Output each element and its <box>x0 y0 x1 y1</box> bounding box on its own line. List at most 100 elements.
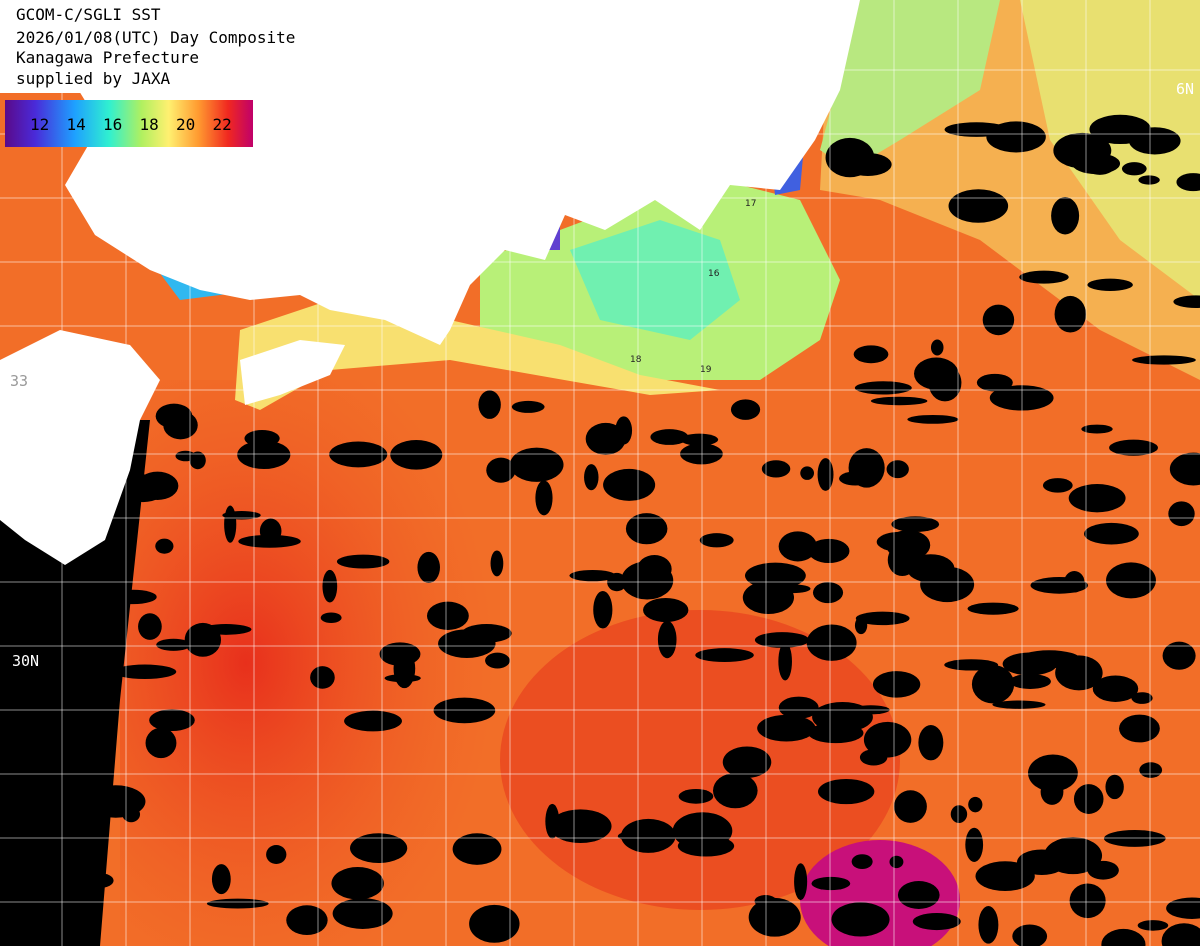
cloud <box>872 671 921 698</box>
cloud <box>206 898 269 909</box>
cloud <box>511 400 545 413</box>
cloud <box>891 516 940 533</box>
contour-labels: 16 17 18 19 <box>630 199 756 375</box>
cloud <box>1051 197 1080 235</box>
cloud <box>712 772 758 809</box>
header-line: 2026/01/08(UTC) Day Composite <box>16 28 295 47</box>
contour-label: 16 <box>708 269 720 279</box>
cloud <box>971 665 1015 704</box>
cloud <box>535 480 553 516</box>
cloud <box>1068 484 1126 513</box>
cloud <box>1169 452 1200 486</box>
cloud <box>992 700 1046 709</box>
cloud <box>854 381 912 395</box>
cloud <box>886 530 931 561</box>
cloud <box>722 746 772 778</box>
cloud <box>907 414 959 424</box>
cloud <box>113 664 177 680</box>
cloud <box>678 788 714 804</box>
cloud <box>680 433 719 446</box>
cloud <box>870 396 928 406</box>
cloud <box>1139 762 1163 778</box>
cloud <box>393 649 416 689</box>
cloud <box>145 727 177 759</box>
cloud-cover <box>0 114 1200 946</box>
header-line: Kanagawa Prefecture <box>16 48 199 67</box>
cloud <box>336 554 390 569</box>
cloud <box>1176 173 1200 192</box>
cloud <box>808 722 864 744</box>
colorbar: 12 14 16 18 20 22 <box>5 100 253 147</box>
cloud <box>1009 673 1051 689</box>
cloud <box>1055 655 1103 691</box>
cloud <box>222 511 261 520</box>
cloud <box>486 457 516 483</box>
cloud <box>808 538 850 564</box>
cloud <box>657 620 677 659</box>
cloud <box>1087 278 1133 291</box>
cloud <box>920 566 975 603</box>
cloud <box>1162 641 1196 670</box>
cloud <box>1137 920 1169 931</box>
cloud <box>1089 114 1151 145</box>
cloud <box>650 429 689 445</box>
cloud <box>1105 774 1124 800</box>
cloud <box>672 812 733 850</box>
cloud <box>818 778 875 805</box>
cloud <box>259 518 282 544</box>
grid-label: 33 <box>10 372 28 390</box>
cloud <box>545 803 560 839</box>
contour-label: 18 <box>630 355 642 365</box>
cloud <box>237 440 291 470</box>
colorbar-label: 20 <box>176 115 195 134</box>
cloud <box>775 584 811 594</box>
cloud <box>617 830 666 843</box>
cloud <box>965 827 984 862</box>
cloud <box>155 403 193 429</box>
cloud <box>549 809 612 843</box>
cloud <box>643 597 689 623</box>
cloud <box>637 555 672 583</box>
cloud <box>848 448 885 488</box>
colorbar-label: 14 <box>67 115 86 134</box>
cloud <box>754 632 810 648</box>
cloud <box>894 790 927 823</box>
cloud <box>757 714 816 742</box>
cloud <box>200 624 252 635</box>
cloud <box>1132 355 1196 365</box>
colorbar-label: 22 <box>213 115 232 134</box>
cloud <box>778 531 817 562</box>
cloud <box>603 468 656 501</box>
cloud <box>886 460 909 479</box>
cloud <box>978 906 999 944</box>
cloud <box>800 466 815 480</box>
cloud <box>851 854 873 870</box>
cloud <box>189 451 206 470</box>
cloud <box>438 629 496 658</box>
cloud <box>156 638 191 651</box>
cloud <box>695 648 754 663</box>
cloud <box>853 345 889 364</box>
cloud <box>825 137 875 178</box>
cloud <box>1016 849 1067 875</box>
cloud <box>986 121 1046 153</box>
cloud <box>478 390 501 419</box>
cloud <box>855 611 910 626</box>
cloud <box>469 904 520 943</box>
cloud <box>918 724 944 761</box>
cloud <box>1019 270 1069 284</box>
cloud <box>1084 522 1139 545</box>
cloud <box>1042 478 1073 493</box>
grid-labels: 136E 6N 33 30N <box>10 2 1194 670</box>
cloud <box>390 439 443 470</box>
cloud <box>976 373 1013 392</box>
cloud <box>349 833 408 863</box>
cloud <box>1040 778 1064 805</box>
cloud <box>968 796 983 813</box>
cloud <box>1081 424 1113 434</box>
cloud <box>794 863 808 901</box>
cloud <box>889 855 904 869</box>
cloud <box>149 709 195 732</box>
colorbar-label: 16 <box>103 115 122 134</box>
cloud <box>1168 501 1195 527</box>
